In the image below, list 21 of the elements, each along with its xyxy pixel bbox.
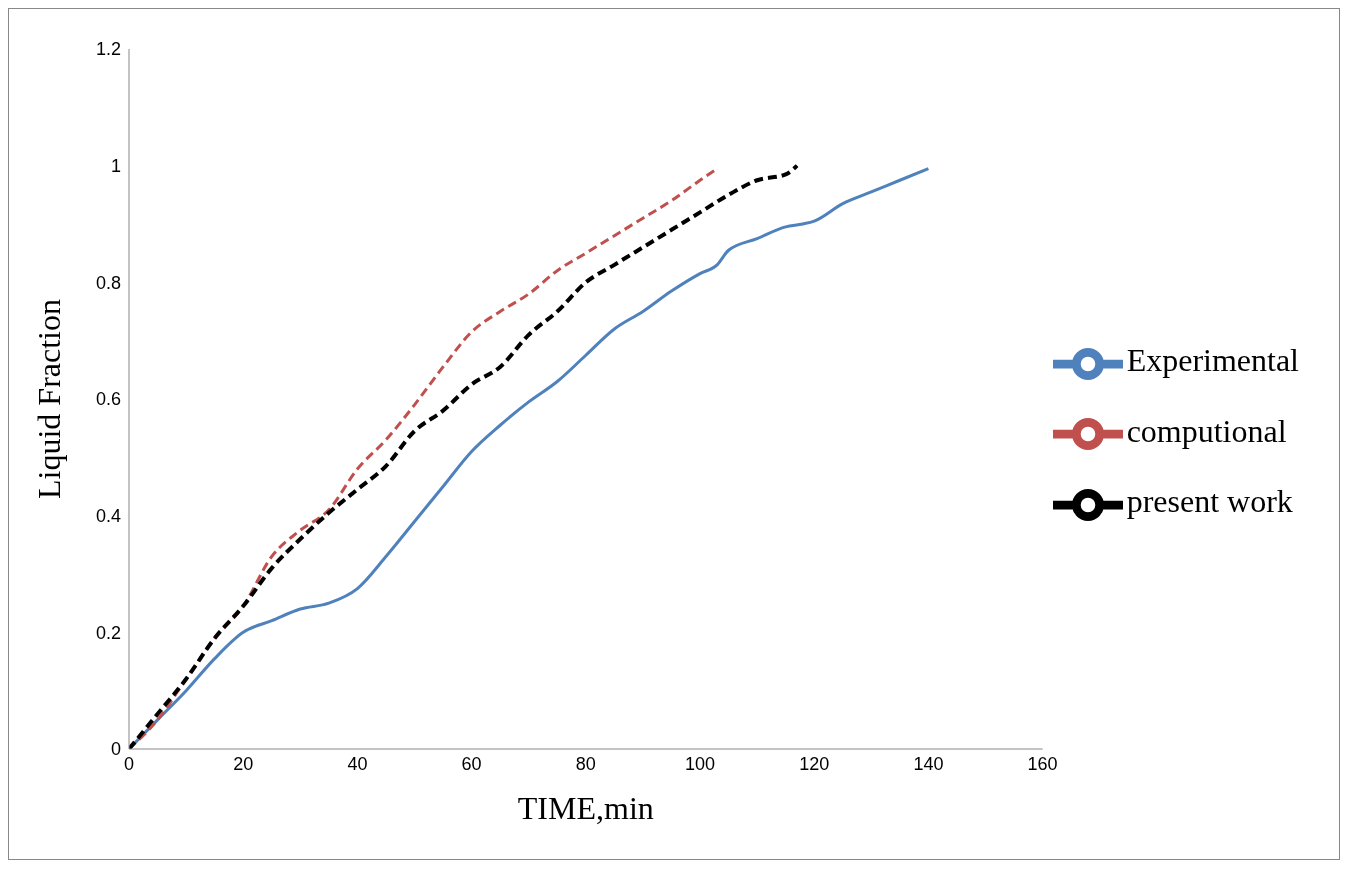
x-tick-label: 40 — [347, 753, 368, 774]
y-tick-label: 1.2 — [95, 39, 121, 60]
y-tick-label: 0.8 — [95, 272, 121, 293]
x-tick-label: 160 — [1027, 753, 1058, 774]
x-tick-label: 0 — [123, 753, 135, 774]
y-tick-label: 1 — [110, 156, 121, 177]
y-tick-label: 0.6 — [95, 389, 121, 410]
x-tick-label: 60 — [461, 753, 482, 774]
y-tick-label: 0 — [110, 739, 121, 760]
y-tick-label: 0.2 — [95, 622, 121, 643]
y-axis-title: Liquid Fraction — [31, 299, 68, 499]
legend-label: Experimental — [1126, 342, 1299, 379]
x-tick-label: 20 — [233, 753, 254, 774]
x-tick-label: 140 — [913, 753, 944, 774]
x-tick-label: 80 — [575, 753, 596, 774]
y-tick-label: 0.4 — [95, 506, 121, 527]
x-tick-label: 100 — [684, 753, 716, 774]
legend-label: present work — [1126, 483, 1293, 520]
x-tick-label: 120 — [799, 753, 830, 774]
legend-label: computional — [1126, 412, 1287, 449]
x-axis-title: TIME,min — [517, 790, 654, 826]
